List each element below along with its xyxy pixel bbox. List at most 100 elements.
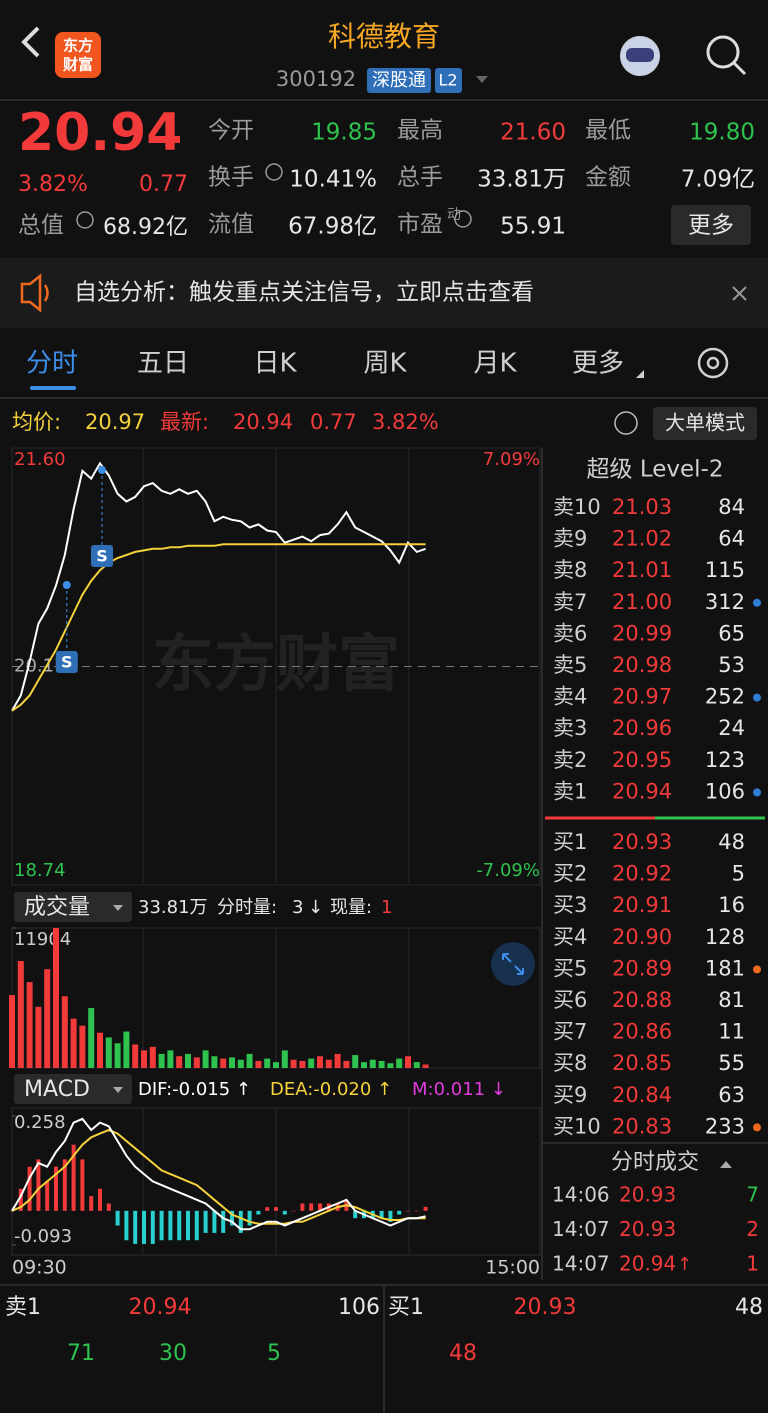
stat-value: 7.09亿 <box>681 167 755 193</box>
macd-bar <box>282 1210 287 1215</box>
badge <box>367 68 431 93</box>
info-icon <box>265 163 283 181</box>
book-dot <box>753 693 761 702</box>
volume-selector-text[interactable]: 成交量 <box>24 895 90 920</box>
back-button[interactable] <box>21 26 40 58</box>
tab[interactable]: 月K <box>473 349 517 379</box>
expand-icon <box>502 953 524 975</box>
book-label: 卖1 <box>553 779 587 803</box>
macd-bar <box>45 1181 50 1211</box>
macd-bar <box>203 1210 208 1233</box>
signal-badge[interactable] <box>55 651 78 673</box>
tab[interactable]: 五日 <box>137 349 189 379</box>
book-volume: 81 <box>718 988 745 1012</box>
volume-bar <box>220 1058 227 1068</box>
volume-arrow: ↓ <box>308 897 323 918</box>
search-icon[interactable] <box>706 35 740 69</box>
stat-value: 19.85 <box>311 120 377 146</box>
trade-volume: 1 <box>746 1252 759 1276</box>
book-label: 买2 <box>553 862 587 886</box>
book-price: 20.94 <box>612 779 672 803</box>
queue-order: 30 <box>159 1341 187 1366</box>
stat-label: 最高 <box>397 118 443 144</box>
help-icon[interactable] <box>614 411 638 435</box>
volume-bar <box>79 1025 86 1068</box>
book-volume: 233 <box>705 1114 745 1138</box>
volume-bar <box>325 1059 332 1068</box>
volume-bar <box>167 1050 174 1068</box>
volume-bar <box>246 1053 253 1068</box>
book-volume: 11 <box>718 1020 745 1044</box>
book-label: 卖7 <box>553 590 587 614</box>
logo-text: 财富 <box>63 56 93 74</box>
book-label: 买9 <box>553 1083 587 1107</box>
book-price: 20.90 <box>612 925 672 949</box>
stat-label: 今开 <box>208 118 254 144</box>
book-label: 卖2 <box>553 748 587 772</box>
book-volume: 252 <box>705 685 745 709</box>
signal-badge[interactable] <box>91 545 113 567</box>
settings-icon[interactable] <box>697 347 729 379</box>
book-volume: 5 <box>732 862 745 886</box>
volume-bar <box>26 982 33 1068</box>
macd-bar <box>54 1166 58 1211</box>
banner[interactable] <box>0 258 768 328</box>
macd-bar <box>397 1210 402 1215</box>
stock-code: 300192 <box>276 67 356 91</box>
macd-bar <box>71 1144 76 1211</box>
volume-bar <box>70 1018 77 1068</box>
volume-bar <box>387 1063 394 1068</box>
avg-value: 20.97 <box>85 410 145 434</box>
pct-label: -7.09% <box>476 860 540 881</box>
book-label: 买10 <box>553 1114 601 1138</box>
stat-value: 21.60 <box>500 120 566 146</box>
macd-bar <box>406 1210 410 1212</box>
volume-bar <box>132 1044 139 1068</box>
y-tick-label: 18.74 <box>14 860 66 881</box>
book-dot <box>753 788 761 797</box>
tab[interactable]: 日K <box>253 349 297 379</box>
change-pct: 3.82% <box>372 410 439 434</box>
stat-label: 总值 <box>18 213 64 239</box>
book-volume: 16 <box>718 893 745 917</box>
trades-title[interactable]: 分时成交 <box>611 1150 699 1175</box>
change: 0.77 <box>310 410 357 434</box>
dropdown-icon[interactable] <box>476 76 488 83</box>
volume-bar <box>176 1056 183 1068</box>
banner-text[interactable]: 自选分析：触发重点关注信号，立即点击查看 <box>74 280 534 306</box>
macd-m: M:0.011 ↓ <box>412 1079 506 1100</box>
volume-bar <box>396 1058 403 1068</box>
book-label: 买4 <box>553 925 587 949</box>
macd-selector-text[interactable]: MACD <box>24 1077 90 1102</box>
signal-dot <box>62 581 71 589</box>
badge <box>435 68 462 93</box>
macd-bar <box>159 1210 164 1241</box>
tab[interactable]: 周K <box>363 349 407 379</box>
expand-button[interactable] <box>491 942 535 986</box>
close-icon[interactable] <box>732 286 747 301</box>
macd-bar <box>230 1210 234 1226</box>
volume-bar <box>53 928 59 1068</box>
dif-line <box>11 1117 426 1231</box>
book-price: 20.99 <box>612 621 672 645</box>
macd-dif: DIF:-0.015 ↑ <box>138 1079 251 1100</box>
macd-selector[interactable] <box>14 1074 132 1104</box>
volume-bar <box>97 1032 103 1068</box>
book-volume: 64 <box>718 527 745 551</box>
mode-button[interactable] <box>653 407 757 440</box>
volume-bar <box>44 969 51 1068</box>
tab-active[interactable]: 分时 <box>26 349 78 379</box>
volume-bar <box>352 1055 359 1068</box>
settings-icon <box>706 356 720 370</box>
volume-selector[interactable] <box>14 892 132 922</box>
mode-button-text[interactable]: 大单模式 <box>665 411 745 435</box>
tab[interactable]: 更多 <box>572 349 624 379</box>
more-button[interactable] <box>671 205 751 245</box>
more-button-text[interactable]: 更多 <box>688 213 734 239</box>
y-tick-label: 21.60 <box>14 449 66 470</box>
macd-bar <box>212 1210 217 1233</box>
macd-bar <box>291 1210 296 1212</box>
book-price: 20.84 <box>612 1083 672 1107</box>
book-volume: 181 <box>705 956 745 980</box>
book-volume: 106 <box>705 779 745 803</box>
